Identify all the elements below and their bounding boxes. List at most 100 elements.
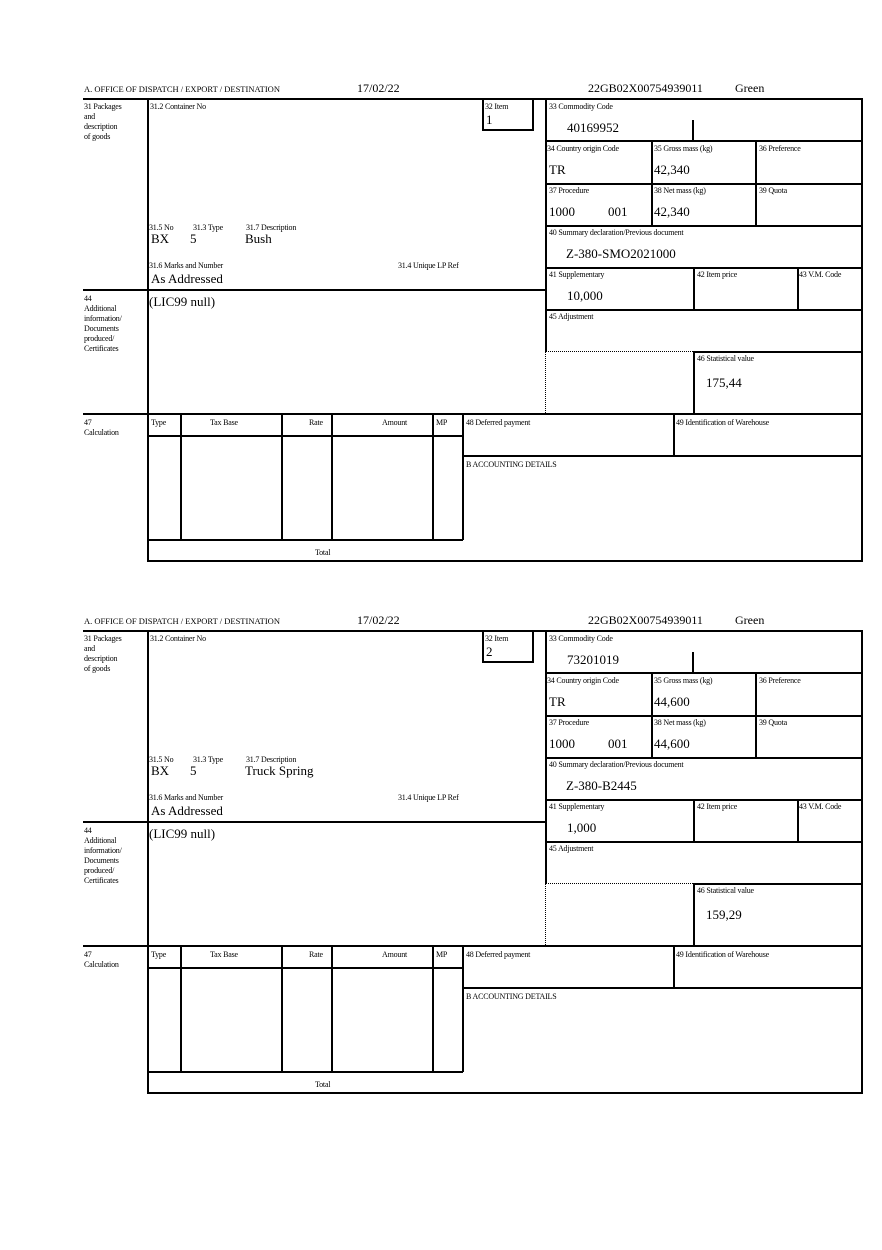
divider [755, 672, 757, 757]
box-45-label: 45 Adjustment [549, 312, 594, 321]
box-31-2-label: 31.2 Container No [150, 102, 206, 111]
box-31-6-label: 31.6 Marks and Number [149, 261, 224, 270]
box-38-label: 38 Net mass (kg) [654, 718, 706, 727]
divider [147, 539, 463, 541]
package-number: BX [151, 763, 170, 778]
divider [83, 821, 546, 823]
box-39-label: 39 Quota [759, 186, 787, 195]
calc-rate-header: Rate [309, 418, 323, 427]
route-status: Green [735, 613, 765, 627]
calc-tax-base-header: Tax Base [210, 418, 238, 427]
additional-information: (LIC99 null) [149, 826, 216, 841]
divider [462, 413, 464, 540]
calc-amount-header: Amount [382, 418, 408, 427]
divider [147, 1092, 863, 1094]
calc-type-header: Type [151, 950, 167, 959]
box-32-label: 32 Item [485, 634, 509, 643]
divider [693, 883, 695, 945]
divider [545, 183, 862, 185]
box-41-label: 41 Supplementary [549, 802, 605, 811]
divider [83, 630, 863, 632]
divider [797, 267, 799, 309]
box-42-label: 42 Item price [697, 802, 738, 811]
declaration-item-block: A. OFFICE OF DISPATCH / EXPORT / DESTINA… [0, 613, 882, 1110]
divider [693, 351, 862, 353]
box-31-7-label: 31.7 Description [246, 755, 297, 764]
item-number: 1 [486, 112, 493, 127]
goods-description: Truck Spring [245, 763, 314, 778]
accounting-details-label: B ACCOUNTING DETAILS [466, 460, 557, 469]
divider [692, 652, 694, 672]
box-44-label: 44 Additional information/ Documents pro… [84, 294, 122, 353]
divider [462, 455, 862, 457]
box-33-label: 33 Commodity Code [549, 102, 613, 111]
declaration-reference: 22GB02X00754939011 [588, 613, 703, 627]
divider [692, 120, 694, 140]
office-label: A. OFFICE OF DISPATCH / EXPORT / DESTINA… [84, 84, 280, 94]
divider [797, 799, 799, 841]
divider [693, 267, 695, 309]
divider [651, 140, 653, 225]
package-type: 5 [190, 763, 197, 778]
divider [331, 945, 333, 1071]
box-31-4-label: 31.4 Unique LP Ref [398, 261, 459, 270]
calc-total-label: Total [315, 548, 331, 557]
box-34-label: 34 Country origin Code [547, 676, 619, 685]
divider [545, 799, 862, 801]
divider [693, 799, 695, 841]
divider [532, 98, 534, 130]
calc-mp-header: MP [436, 418, 448, 427]
divider [545, 672, 862, 674]
divider [147, 98, 149, 561]
divider [861, 630, 863, 1093]
box-43-label: 43 V.M. Code [799, 802, 842, 811]
calc-amount-header: Amount [382, 950, 408, 959]
item-number: 2 [486, 644, 493, 659]
calc-tax-base-header: Tax Base [210, 950, 238, 959]
box-36-label: 36 Preference [759, 144, 801, 153]
divider [545, 351, 693, 352]
package-number: BX [151, 231, 170, 246]
divider [545, 757, 862, 759]
divider [545, 98, 547, 351]
box-36-label: 36 Preference [759, 676, 801, 685]
divider [482, 661, 534, 663]
divider [545, 351, 546, 413]
divider [147, 435, 462, 437]
box-31-label: 31 Packages and description of goods [84, 102, 122, 141]
divider [545, 225, 862, 227]
commodity-code: 73201019 [567, 652, 619, 667]
divider [693, 351, 695, 413]
box-46-label: 46 Statistical value [697, 354, 754, 363]
supplementary-units: 1,000 [567, 820, 597, 835]
box-37-label: 37 Procedure [549, 186, 590, 195]
divider [147, 560, 863, 562]
calc-total-label: Total [315, 1080, 331, 1089]
box-40-label: 40 Summary declaration/Previous document [549, 760, 684, 769]
divider [180, 945, 182, 1071]
gross-mass: 44,600 [654, 694, 690, 709]
calc-type-header: Type [151, 418, 167, 427]
calc-rate-header: Rate [309, 950, 323, 959]
divider [462, 987, 862, 989]
box-43-label: 43 V.M. Code [799, 270, 842, 279]
divider [147, 630, 149, 1093]
route-status: Green [735, 81, 765, 95]
box-49-label: 49 Identification of Warehouse [676, 950, 769, 959]
box-39-label: 39 Quota [759, 718, 787, 727]
divider [482, 129, 534, 131]
divider [432, 945, 434, 1071]
divider [545, 883, 546, 945]
office-label: A. OFFICE OF DISPATCH / EXPORT / DESTINA… [84, 616, 280, 626]
box-49-label: 49 Identification of Warehouse [676, 418, 769, 427]
divider [462, 945, 464, 1072]
divider [83, 289, 546, 291]
previous-document: Z-380-B2445 [566, 778, 637, 793]
box-31-label: 31 Packages and description of goods [84, 634, 122, 673]
box-31-7-label: 31.7 Description [246, 223, 297, 232]
box-31-6-label: 31.6 Marks and Number [149, 793, 224, 802]
box-31-4-label: 31.4 Unique LP Ref [398, 793, 459, 802]
declaration-reference: 22GB02X00754939011 [588, 81, 703, 95]
statistical-value: 159,29 [706, 907, 742, 922]
